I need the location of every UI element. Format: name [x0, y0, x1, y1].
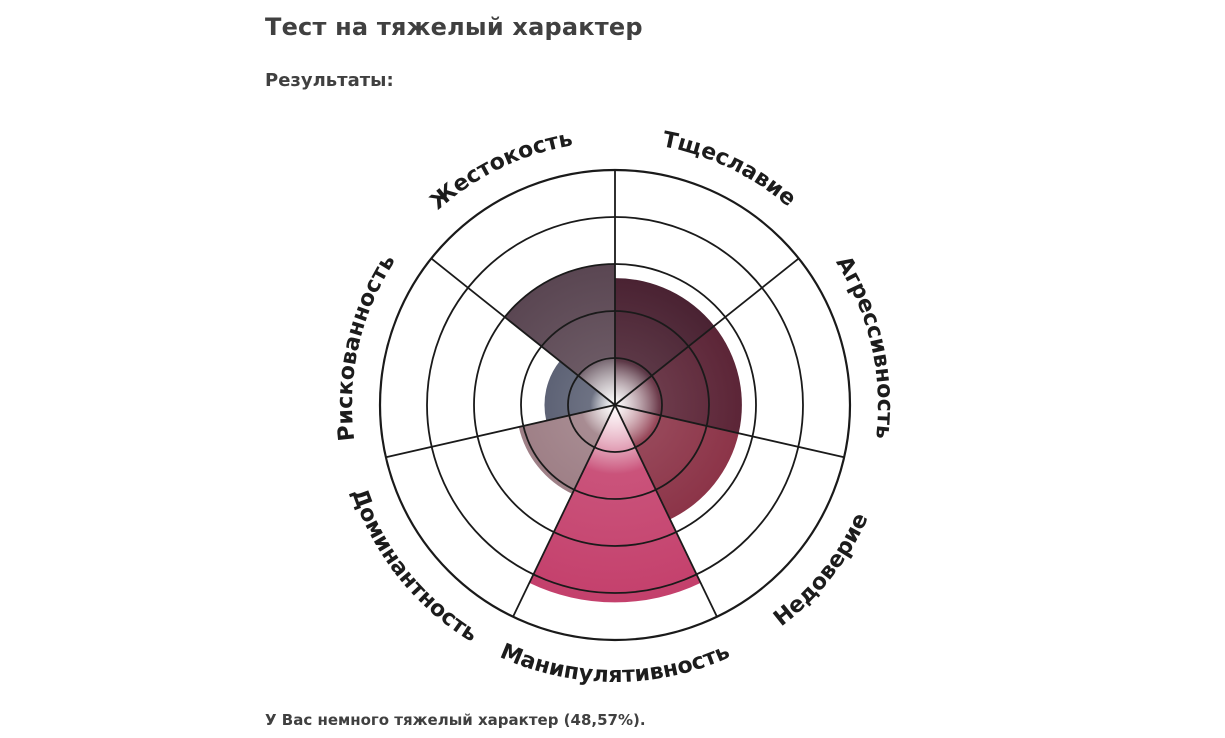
category-label-sector-4: Доминантность — [346, 485, 482, 647]
character-radial-chart: Тщеславие Агрессивность Недоверие Манипулят… — [330, 115, 900, 685]
grid-spoke-1 — [614, 257, 800, 406]
grid-spoke-5 — [385, 404, 616, 459]
category-label-sector-3: Манипулятивность — [497, 639, 734, 685]
bar-sector-0 — [615, 278, 715, 405]
bar-sector-6 — [504, 264, 615, 405]
category-label-sector-2: Недоверие — [769, 509, 873, 631]
bar-sector-1 — [615, 325, 742, 434]
bar-sector-3 — [529, 405, 701, 603]
grid-spoke-6 — [430, 257, 616, 406]
category-label-sector-5: Рискованность — [333, 250, 401, 442]
grid-spoke-4 — [512, 404, 616, 618]
bar-sector-5 — [544, 361, 615, 421]
bar-sector-2 — [615, 405, 739, 520]
results-label: Результаты: — [265, 70, 394, 91]
grid-spoke-2 — [614, 404, 845, 459]
sectors-layer — [504, 264, 742, 603]
bar-sector-4 — [518, 405, 615, 494]
result-summary: У Вас немного тяжелый характер (48,57%). — [265, 711, 646, 729]
grid-spoke-3 — [614, 404, 718, 618]
page-title: Тест на тяжелый характер — [265, 13, 643, 41]
grid-layer — [378, 168, 852, 642]
chart-svg: ТщеславиеАгрессивностьНедовериеМанипулят… — [333, 127, 897, 685]
category-label-sector-6: Жестокость — [426, 127, 575, 215]
category-label-sector-1: Агрессивность — [831, 252, 897, 440]
